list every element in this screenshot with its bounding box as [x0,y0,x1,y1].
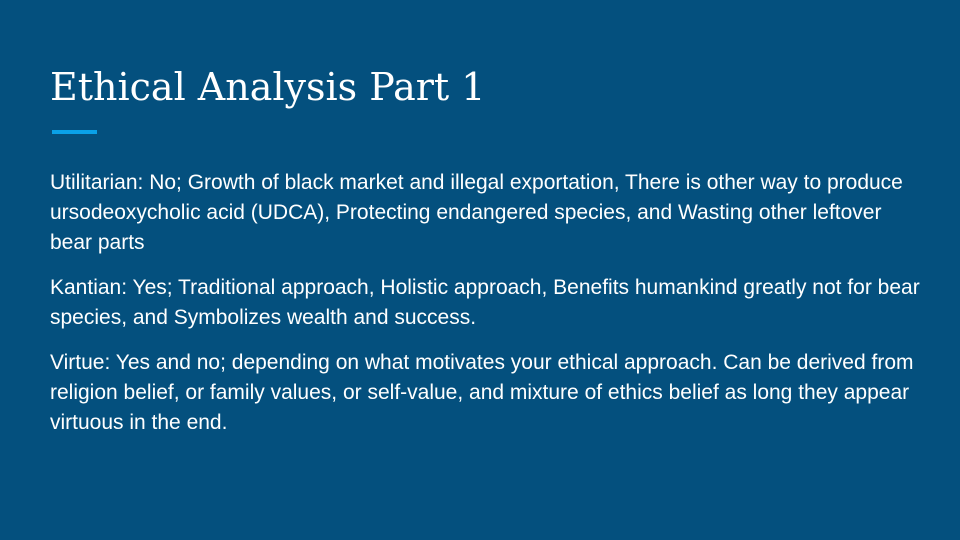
slide-body: Utilitarian: No; Growth of black market … [50,168,920,453]
kantian-paragraph: Kantian: Yes; Traditional approach, Holi… [50,276,920,329]
utilitarian-paragraph: Utilitarian: No; Growth of black market … [50,171,903,254]
slide-title: Ethical Analysis Part 1 [50,65,486,109]
title-accent-bar [52,130,97,134]
virtue-paragraph: Virtue: Yes and no; depending on what mo… [50,351,914,434]
